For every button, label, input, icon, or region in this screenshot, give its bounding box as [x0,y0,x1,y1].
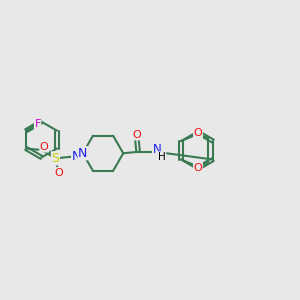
Text: O: O [194,128,202,138]
Text: O: O [132,130,141,140]
Text: F: F [34,119,41,129]
Text: O: O [194,163,202,172]
Text: N: N [78,147,88,160]
Text: N: N [152,143,161,156]
Text: H: H [158,152,166,162]
Text: S: S [52,152,59,165]
Text: O: O [54,168,63,178]
Text: O: O [40,142,49,152]
Text: N: N [72,150,81,163]
